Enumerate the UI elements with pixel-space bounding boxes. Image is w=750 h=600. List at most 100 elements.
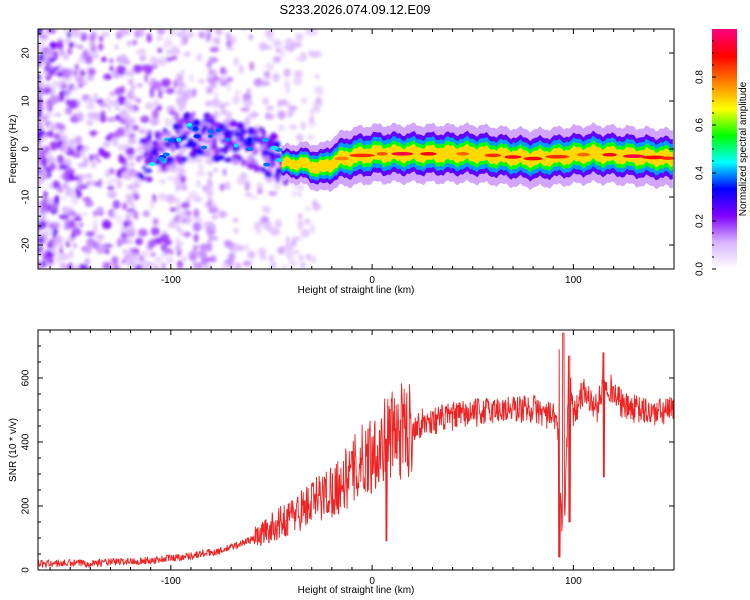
spectrogram-noise-blob bbox=[158, 56, 168, 61]
spectrogram-streak-blob bbox=[208, 189, 214, 196]
spectrogram-noise-blob bbox=[71, 29, 79, 38]
spectrogram-noise-blob bbox=[69, 41, 75, 48]
spectrogram-noise-blob bbox=[164, 37, 172, 48]
spectrogram-noise-blob bbox=[307, 134, 315, 141]
spectrogram-noise-blob bbox=[233, 227, 239, 235]
figure-title: S233.2026.074.09.12.E09 bbox=[279, 2, 430, 17]
spectrogram-noise-blob bbox=[192, 221, 202, 232]
spectrogram-noise-blob bbox=[193, 208, 200, 218]
spectrogram-noise-blob bbox=[250, 195, 258, 200]
spectrogram-noise-blob bbox=[145, 102, 154, 111]
spectrogram-noise-blob bbox=[38, 179, 42, 188]
spectrogram-streak-blob bbox=[182, 210, 188, 217]
spectrogram-noise-blob bbox=[310, 255, 317, 265]
spectrogram-noise-blob bbox=[265, 62, 275, 71]
spectrogram-noise-blob bbox=[45, 200, 52, 205]
spectrogram-noise-blob bbox=[38, 133, 41, 143]
spectrogram-cluster-blob bbox=[160, 148, 166, 154]
spectrogram-noise-blob bbox=[161, 78, 172, 87]
spectrogram-peak-blob bbox=[484, 153, 502, 158]
spectrogram-noise-blob bbox=[102, 243, 113, 249]
spectrogram-noise-blob bbox=[66, 31, 72, 38]
spectrogram-noise-blob bbox=[199, 243, 209, 251]
spectrogram-noise-blob bbox=[54, 195, 60, 201]
spectrogram-noise-blob bbox=[214, 100, 223, 106]
spectrogram-cyan-blob bbox=[233, 143, 239, 148]
spectrogram-cluster-blob bbox=[239, 129, 247, 135]
spectrogram-noise-blob bbox=[87, 68, 96, 76]
spectrogram-noise-blob bbox=[273, 181, 281, 192]
spectrogram-noise-blob bbox=[70, 265, 81, 269]
spectrogram-noise-blob bbox=[86, 75, 95, 82]
spectrogram-noise-blob bbox=[189, 73, 194, 83]
spectrogram-noise-blob bbox=[120, 238, 129, 244]
spectrogram-noise-blob bbox=[62, 39, 70, 44]
spectrogram-streak-blob bbox=[175, 49, 181, 56]
spectrogram-noise-blob bbox=[309, 107, 316, 116]
spectrogram-noise-blob bbox=[300, 229, 311, 238]
snr-y-tick-label: 400 bbox=[21, 433, 32, 450]
spectrogram-streak-blob bbox=[126, 255, 132, 262]
spectrogram-noise-blob bbox=[75, 227, 81, 236]
spectrogram-noise-blob bbox=[227, 252, 236, 263]
spectrogram-noise-blob bbox=[38, 199, 43, 207]
spectrogram-cluster-blob bbox=[143, 143, 153, 152]
spectrogram-noise-blob bbox=[266, 35, 276, 42]
spectrogram-noise-blob bbox=[219, 183, 225, 192]
spectrogram-noise-blob bbox=[49, 203, 59, 211]
spectrogram-noise-blob bbox=[198, 163, 204, 171]
spectrogram-noise-blob bbox=[84, 144, 90, 152]
spectrogram-noise-blob bbox=[85, 104, 96, 110]
spectrogram-streak-blob bbox=[124, 70, 130, 77]
spectrogram-noise-blob bbox=[180, 91, 190, 101]
spectrogram-streak-blob bbox=[125, 168, 131, 175]
spectrogram-noise-blob bbox=[43, 190, 48, 199]
spectrogram-noise-blob bbox=[156, 29, 166, 35]
spectrogram-streak-blob bbox=[179, 229, 185, 236]
spectrogram-noise-blob bbox=[279, 50, 286, 58]
spectrogram-noise-blob bbox=[109, 91, 115, 97]
spectrogram-noise-blob bbox=[287, 105, 298, 111]
spectrogram-cyan-blob bbox=[149, 162, 156, 167]
spectrogram-streak-blob bbox=[131, 185, 137, 192]
spectrogram-noise-blob bbox=[264, 113, 275, 120]
spectrogram-streak-blob bbox=[175, 225, 181, 232]
spectrogram-noise-blob bbox=[171, 55, 178, 61]
spectrogram-noise-blob bbox=[124, 143, 129, 148]
spectrogram-cluster-blob bbox=[228, 120, 238, 127]
spectrogram-noise-blob bbox=[190, 91, 195, 98]
spectrogram-noise-blob bbox=[248, 34, 253, 40]
spectrogram-cluster-blob bbox=[248, 128, 255, 136]
spectrogram-noise-blob bbox=[239, 29, 248, 32]
spectrogram-cluster-blob bbox=[231, 153, 241, 159]
spectrogram-noise-blob bbox=[285, 84, 291, 95]
colorbar: 0.0 0.2 0.4 0.6 0.8 Normalized spectral ampl… bbox=[695, 29, 749, 276]
spectrogram-noise-blob bbox=[246, 88, 251, 94]
spectrogram-heatmap bbox=[38, 29, 674, 269]
spectrogram-noise-blob bbox=[70, 191, 77, 199]
spectrogram-noise-blob bbox=[313, 101, 321, 110]
spectrogram-noise-blob bbox=[45, 73, 52, 81]
spectrogram-cluster-blob bbox=[154, 150, 160, 159]
spectrogram-noise-blob bbox=[48, 162, 57, 171]
spectrogram-noise-blob bbox=[116, 179, 122, 189]
spectrogram-peak-blob bbox=[504, 155, 522, 159]
spectrogram-cluster-blob bbox=[188, 151, 198, 157]
spectrogram-streak-blob bbox=[131, 95, 137, 102]
spectrogram-noise-blob bbox=[240, 107, 250, 112]
spectrogram-noise-blob bbox=[122, 249, 127, 254]
spectrogram-peak-blob bbox=[660, 156, 674, 161]
spectrogram-noise-blob bbox=[74, 63, 79, 71]
spectrogram-noise-blob bbox=[114, 44, 119, 50]
spectrogram-noise-blob bbox=[293, 76, 303, 86]
spectrogram-cyan-blob bbox=[167, 138, 175, 143]
spectrogram-streak-blob bbox=[124, 113, 130, 120]
spectrogram-noise-blob bbox=[82, 49, 89, 58]
spectrogram-noise-blob bbox=[76, 111, 83, 120]
spectrogram-noise-blob bbox=[217, 210, 228, 218]
spectrogram-noise-blob bbox=[71, 85, 79, 92]
spectrogram-noise-blob bbox=[159, 59, 167, 67]
spectrogram-streak-blob bbox=[207, 87, 213, 94]
spectrogram-cyan-blob bbox=[263, 162, 271, 167]
spectrogram-noise-blob bbox=[92, 92, 99, 101]
